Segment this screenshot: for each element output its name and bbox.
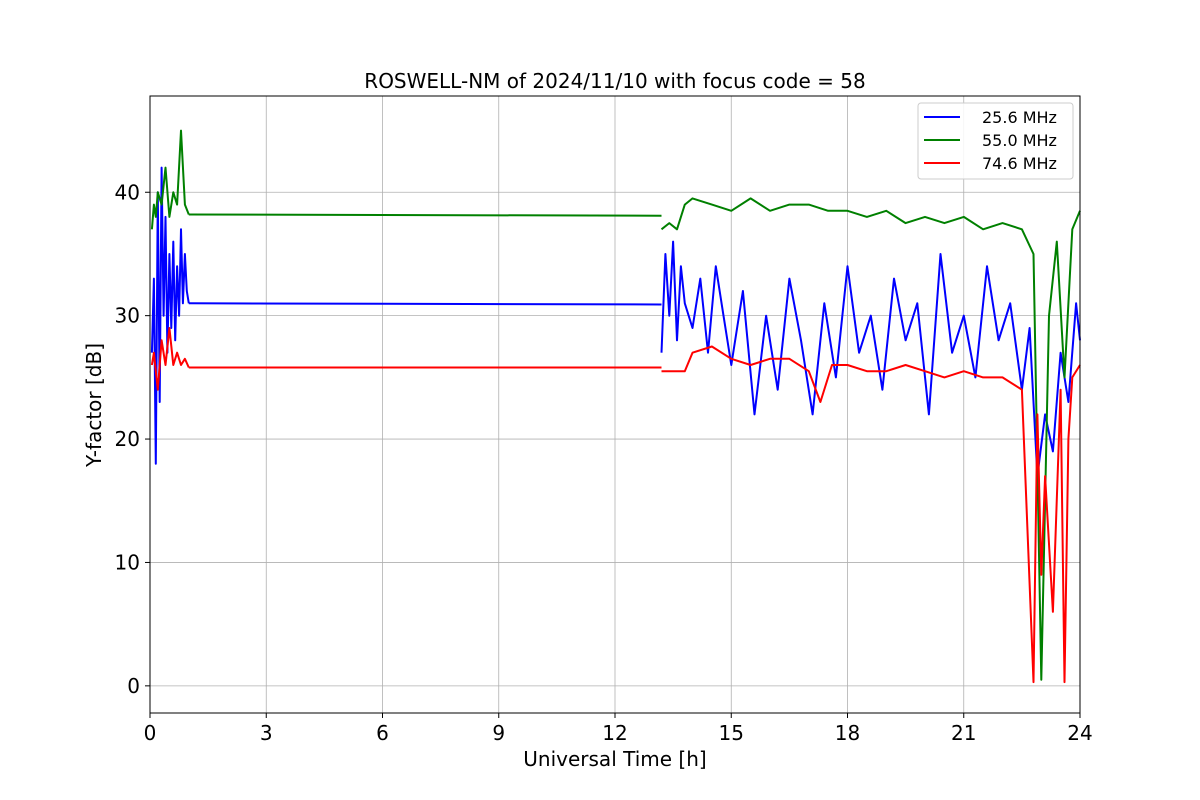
series-line-2 [660, 197, 1081, 681]
x-tick-label: 24 [1067, 721, 1092, 745]
series-line-1 [188, 302, 662, 306]
x-tick-label: 12 [602, 721, 627, 745]
series-line-3 [150, 327, 190, 391]
series-line-3 [661, 345, 1081, 684]
y-axis-title: Y-factor [dB] [82, 343, 106, 468]
legend-label: 25.6 MHz [982, 108, 1057, 127]
y-axis-ticks: 0 10 20 30 40 [115, 180, 150, 698]
series-line-1 [660, 240, 1081, 478]
y-tick-label: 30 [115, 304, 140, 328]
series-lines [150, 129, 1081, 684]
legend-label: 74.6 MHz [982, 154, 1057, 173]
x-tick-label: 9 [492, 721, 505, 745]
y-tick-label: 0 [127, 674, 140, 698]
x-tick-label: 3 [260, 721, 273, 745]
x-tick-label: 0 [144, 721, 157, 745]
y-tick-label: 40 [115, 180, 140, 204]
x-tick-label: 15 [719, 721, 744, 745]
legend: 25.6 MHz 55.0 MHz 74.6 MHz [917, 102, 1074, 180]
x-tick-label: 6 [376, 721, 389, 745]
chart-title: ROSWELL-NM of 2024/11/10 with focus code… [364, 69, 865, 93]
x-axis-title: Universal Time [h] [523, 747, 706, 771]
y-tick-label: 20 [115, 427, 140, 451]
x-tick-label: 21 [951, 721, 976, 745]
legend-label: 55.0 MHz [982, 131, 1057, 150]
series-line-2 [150, 129, 190, 230]
x-axis-ticks: 0 3 6 9 12 15 18 21 24 [144, 713, 1093, 745]
y-tick-label: 10 [115, 550, 140, 574]
series-line-2 [188, 213, 662, 217]
series-line-1 [150, 166, 190, 465]
legend-box [917, 102, 1074, 180]
x-tick-label: 18 [835, 721, 860, 745]
